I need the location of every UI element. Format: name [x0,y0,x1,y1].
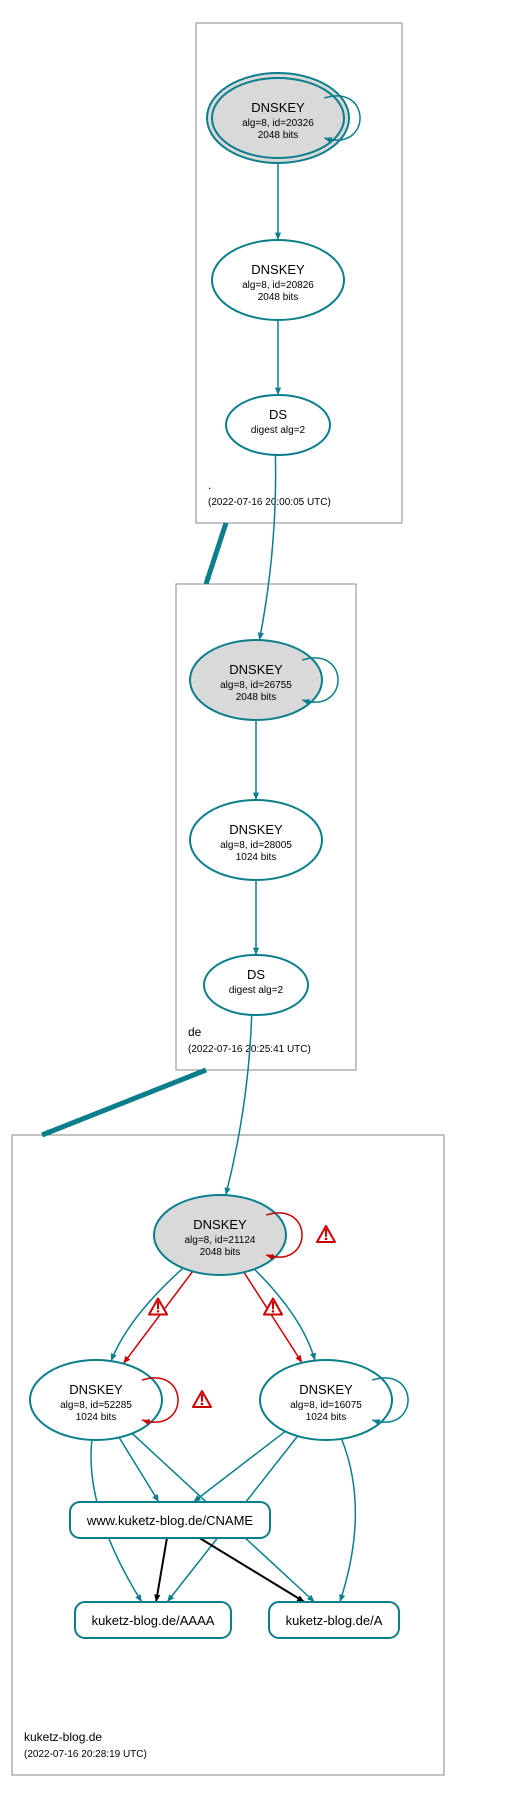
node-de_ds: DS digest alg=2 [204,955,308,1015]
node-de_zsk: DNSKEY alg=8, id=280051024 bits [190,800,322,880]
zone-timestamp: (2022-07-16 20:28:19 UTC) [24,1749,147,1760]
svg-text:DNSKEY: DNSKEY [251,262,305,277]
ds-dnskey-edge [226,1015,252,1195]
delegation-edge [206,523,226,584]
record-rec_cname: www.kuketz-blog.de/CNAME [70,1502,270,1538]
sig-edge [193,1431,285,1502]
svg-text:alg=8, id=28005: alg=8, id=28005 [220,840,292,851]
node-root_ksk: DNSKEY alg=8, id=203262048 bits [207,73,349,163]
svg-text:alg=8, id=20826: alg=8, id=20826 [242,280,314,291]
svg-text:DNSKEY: DNSKEY [193,1217,247,1232]
zone-timestamp: (2022-07-16 20:00:05 UTC) [208,497,331,508]
zone-label: kuketz-blog.de [24,1730,102,1744]
svg-text:1024 bits: 1024 bits [76,1412,117,1423]
delegation-edge [42,1070,206,1135]
svg-text:1024 bits: 1024 bits [306,1412,347,1423]
node-kb_ksk: DNSKEY alg=8, id=211242048 bits [154,1195,286,1275]
svg-text:DS: DS [269,407,287,422]
svg-text:DNSKEY: DNSKEY [229,822,283,837]
node-root_zsk: DNSKEY alg=8, id=208262048 bits [212,240,344,320]
sig-edge [111,1268,183,1361]
svg-text:alg=8, id=26755: alg=8, id=26755 [220,680,292,691]
svg-text:alg=8, id=52285: alg=8, id=52285 [60,1400,132,1411]
svg-text:2048 bits: 2048 bits [258,130,299,141]
cname-edge [156,1538,167,1602]
svg-text:!: ! [199,1392,204,1409]
node-kb_zsk2: DNSKEY alg=8, id=160751024 bits [260,1360,392,1440]
svg-text:!: ! [323,1227,328,1244]
svg-text:kuketz-blog.de/A: kuketz-blog.de/A [286,1613,383,1628]
zone-label: . [208,478,211,492]
record-rec_a: kuketz-blog.de/A [269,1602,399,1638]
node-kb_zsk1: DNSKEY alg=8, id=522851024 bits [30,1360,162,1440]
svg-text:DS: DS [247,967,265,982]
svg-text:alg=8, id=20326: alg=8, id=20326 [242,118,314,129]
sig-edge [123,1271,192,1363]
svg-text:alg=8, id=21124: alg=8, id=21124 [185,1235,256,1246]
record-rec_aaaa: kuketz-blog.de/AAAA [75,1602,231,1638]
dnssec-diagram: . (2022-07-16 20:00:05 UTC) de (2022-07-16 … [0,0,509,1801]
node-de_ksk: DNSKEY alg=8, id=267552048 bits [190,640,322,720]
svg-text:2048 bits: 2048 bits [236,692,277,703]
svg-text:1024 bits: 1024 bits [236,852,277,863]
ds-dnskey-edge [259,455,275,640]
svg-text:DNSKEY: DNSKEY [299,1382,353,1397]
svg-text:DNSKEY: DNSKEY [69,1382,123,1397]
sig-edge [119,1437,159,1502]
zone-label: de [188,1025,202,1039]
sig-edge [244,1272,302,1362]
node-root_ds: DS digest alg=2 [226,395,330,455]
svg-text:alg=8, id=16075: alg=8, id=16075 [290,1400,362,1411]
svg-text:!: ! [270,1300,275,1317]
svg-text:digest alg=2: digest alg=2 [229,985,284,996]
svg-text:kuketz-blog.de/AAAA: kuketz-blog.de/AAAA [92,1613,215,1628]
svg-text:!: ! [155,1300,160,1317]
svg-text:digest alg=2: digest alg=2 [251,425,306,436]
cname-edge [200,1538,305,1602]
svg-text:DNSKEY: DNSKEY [229,662,283,677]
svg-text:DNSKEY: DNSKEY [251,100,305,115]
svg-text:www.kuketz-blog.de/CNAME: www.kuketz-blog.de/CNAME [86,1513,253,1528]
svg-text:2048 bits: 2048 bits [200,1247,241,1258]
sig-edge [340,1439,355,1602]
svg-text:2048 bits: 2048 bits [258,292,299,303]
